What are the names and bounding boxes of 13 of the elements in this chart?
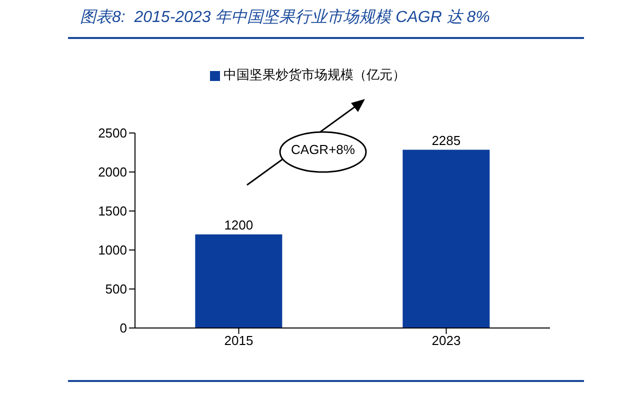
x-tick-label: 2023 (432, 333, 461, 348)
y-tick-label: 0 (120, 320, 127, 336)
y-tick-label: 2000 (98, 164, 127, 180)
chart-title: 图表8: 2015-2023 年中国坚果行业市场规模 CAGR 达 8% (80, 8, 490, 28)
y-tick-label: 500 (105, 282, 127, 297)
legend-label: 中国坚果炒货市场规模（亿元） (224, 67, 406, 82)
y-tick-label: 2500 (98, 126, 127, 141)
x-tick-label: 2015 (224, 333, 254, 348)
data-label: 2285 (432, 132, 461, 148)
y-tick-label: 1000 (98, 242, 127, 258)
annotation: CAGR+8% (290, 142, 356, 157)
data-label: 1200 (224, 217, 254, 232)
y-tick-label: 1500 (98, 204, 127, 219)
